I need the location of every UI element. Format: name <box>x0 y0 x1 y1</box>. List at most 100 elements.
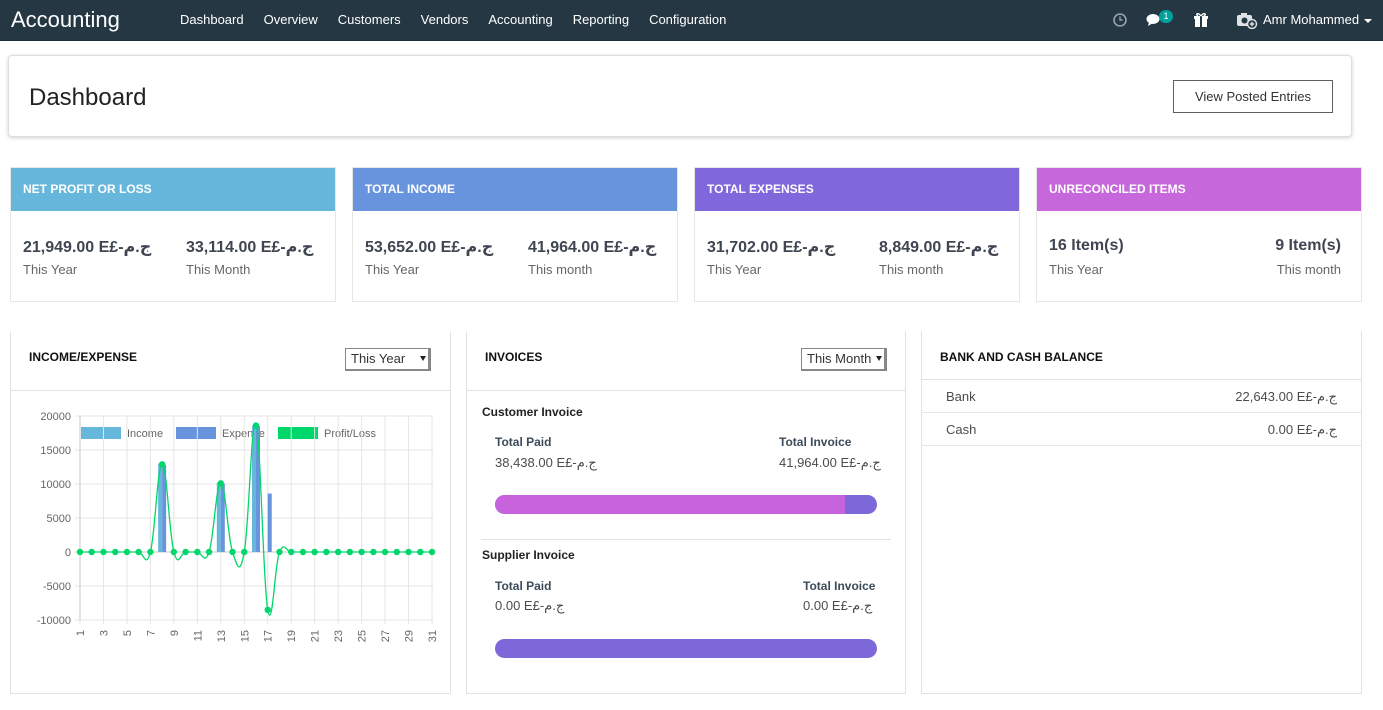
card-label-year: This Year <box>365 262 420 277</box>
profit-loss-point-13 <box>217 480 224 487</box>
panel-title: INVOICES <box>485 350 543 364</box>
y-tick-label-1: 15000 <box>40 445 71 457</box>
top-navbar: Accounting Dashboard Overview Customers … <box>0 0 1383 41</box>
gift-icon[interactable] <box>1192 11 1210 29</box>
customer-invoice-progress <box>495 495 877 514</box>
card-value-month: 41,964.00 E£-ج.م <box>528 239 657 256</box>
dropdown-arrow-icon <box>420 356 426 361</box>
y-tick-label-2: 10000 <box>40 479 71 491</box>
view-posted-entries-button[interactable]: View Posted Entries <box>1173 80 1333 113</box>
supplier-paid-label: Total Paid <box>495 579 552 593</box>
panel-title: BANK AND CASH BALANCE <box>940 350 1103 364</box>
app-title[interactable]: Accounting <box>11 7 120 32</box>
page-title: Dashboard <box>29 84 147 111</box>
invoices-period-select[interactable]: This Month <box>801 348 887 371</box>
x-tick-label-15: 31 <box>427 630 439 642</box>
profit-loss-point-24 <box>346 548 354 556</box>
total-income-card: TOTAL INCOME 53,652.00 E£-ج.م This Year … <box>352 167 678 302</box>
selected-period: This Year <box>351 351 406 366</box>
profit-loss-point-14 <box>229 548 236 556</box>
x-tick-label-10: 21 <box>310 630 322 642</box>
card-value-year: 31,702.00 E£-ج.م <box>707 239 836 256</box>
supplier-total-amount: 0.00 E£-ج.م <box>803 598 873 613</box>
bank-row[interactable]: Bank 22,643.00 E£-ج.م <box>922 380 1361 413</box>
bar-income-8 <box>158 463 163 552</box>
profit-loss-point-16 <box>252 422 260 429</box>
card-label-month: This month <box>1276 262 1341 277</box>
supplier-total-label: Total Invoice <box>803 579 876 593</box>
profit-loss-point-4 <box>112 548 119 556</box>
bar-expense-16 <box>256 426 260 552</box>
legend-label-2: Profit/Loss <box>324 428 376 440</box>
card-value-month: 8,849.00 E£-ج.م <box>879 239 999 256</box>
x-tick-label-7: 15 <box>239 630 251 642</box>
profit-loss-point-6 <box>135 548 142 556</box>
messages-badge: 1 <box>1159 10 1173 23</box>
page-header: Dashboard View Posted Entries <box>8 55 1352 137</box>
card-label-year: This Year <box>707 262 762 277</box>
profit-loss-point-3 <box>100 548 107 556</box>
customer-invoice-label: Customer Invoice <box>482 405 583 419</box>
profit-loss-point-20 <box>299 548 307 556</box>
x-tick-label-8: 17 <box>263 630 275 642</box>
profit-loss-point-8 <box>158 461 166 468</box>
profit-loss-point-27 <box>381 548 389 556</box>
bar-expense-13 <box>220 483 225 552</box>
total-expenses-card: TOTAL EXPENSES 31,702.00 E£-ج.م This Yea… <box>694 167 1020 302</box>
supplier-invoice-progress <box>495 639 877 658</box>
y-tick-label-4: 0 <box>65 547 71 559</box>
menu-accounting[interactable]: Accounting <box>488 12 553 27</box>
y-tick-label-3: 5000 <box>47 513 71 525</box>
bar-expense-8 <box>162 464 167 552</box>
account-balance: 0.00 E£-ج.م <box>1267 422 1337 437</box>
card-label-year: This Year <box>23 262 78 277</box>
x-tick-label-6: 13 <box>216 630 228 642</box>
menu-overview[interactable]: Overview <box>263 12 318 27</box>
card-title: TOTAL EXPENSES <box>695 168 1019 211</box>
y-tick-label-5: -5000 <box>43 581 71 593</box>
invoices-panel: INVOICES This Month Customer Invoice Tot… <box>466 331 906 694</box>
x-tick-label-1: 3 <box>98 630 110 636</box>
income-expense-period-select[interactable]: This Year <box>345 348 431 371</box>
profit-loss-point-31 <box>428 548 436 556</box>
card-value-year: 21,949.00 E£-ج.م <box>23 239 152 256</box>
customer-total-amount: 41,964.00 E£-ج.م <box>779 455 881 470</box>
supplier-invoice-label: Supplier Invoice <box>482 548 575 562</box>
menu-dashboard[interactable]: Dashboard <box>180 12 244 27</box>
user-menu[interactable]: Amr Mohammed <box>1263 0 1373 40</box>
account-name: Bank <box>946 389 976 404</box>
profit-loss-point-22 <box>323 548 330 556</box>
card-label-year: This Year <box>1049 262 1104 277</box>
profit-loss-point-17 <box>264 606 271 613</box>
clock-icon[interactable] <box>1111 11 1129 29</box>
menu-reporting[interactable]: Reporting <box>572 12 630 27</box>
x-tick-label-3: 7 <box>145 630 157 636</box>
legend-swatch-2 <box>278 427 318 439</box>
bar-income-13 <box>216 482 221 552</box>
cash-row[interactable]: Cash 0.00 E£-ج.م <box>922 413 1361 446</box>
legend-swatch-1 <box>176 427 216 439</box>
user-name: Amr Mohammed <box>1263 12 1360 27</box>
card-value-month: 33,114.00 E£-ج.م <box>186 239 314 256</box>
profit-loss-point-26 <box>370 548 377 556</box>
profit-loss-point-1 <box>76 548 84 556</box>
menu-customers[interactable]: Customers <box>337 12 401 27</box>
y-tick-label-6: -10000 <box>37 615 71 627</box>
panel-title: INCOME/EXPENSE <box>29 350 138 364</box>
user-avatar-icon[interactable] <box>1236 11 1258 29</box>
profit-loss-point-10 <box>182 548 189 556</box>
bar-expense-17 <box>267 493 272 552</box>
card-title: UNRECONCILED ITEMS <box>1037 168 1361 211</box>
profit-loss-point-21 <box>311 548 318 556</box>
profit-loss-point-25 <box>358 548 365 556</box>
menu-configuration[interactable]: Configuration <box>649 12 727 27</box>
profit-loss-point-19 <box>288 548 295 556</box>
profit-loss-point-5 <box>123 548 131 556</box>
account-name: Cash <box>946 422 977 437</box>
card-value-year: 53,652.00 E£-ج.م <box>365 239 494 256</box>
card-label-month: This Month <box>186 262 251 277</box>
menu-vendors[interactable]: Vendors <box>420 12 469 27</box>
card-value-month: 9 Item(s) <box>1275 237 1341 254</box>
supplier-paid-amount: 0.00 E£-ج.م <box>495 598 565 613</box>
chat-icon[interactable] <box>1145 11 1163 29</box>
